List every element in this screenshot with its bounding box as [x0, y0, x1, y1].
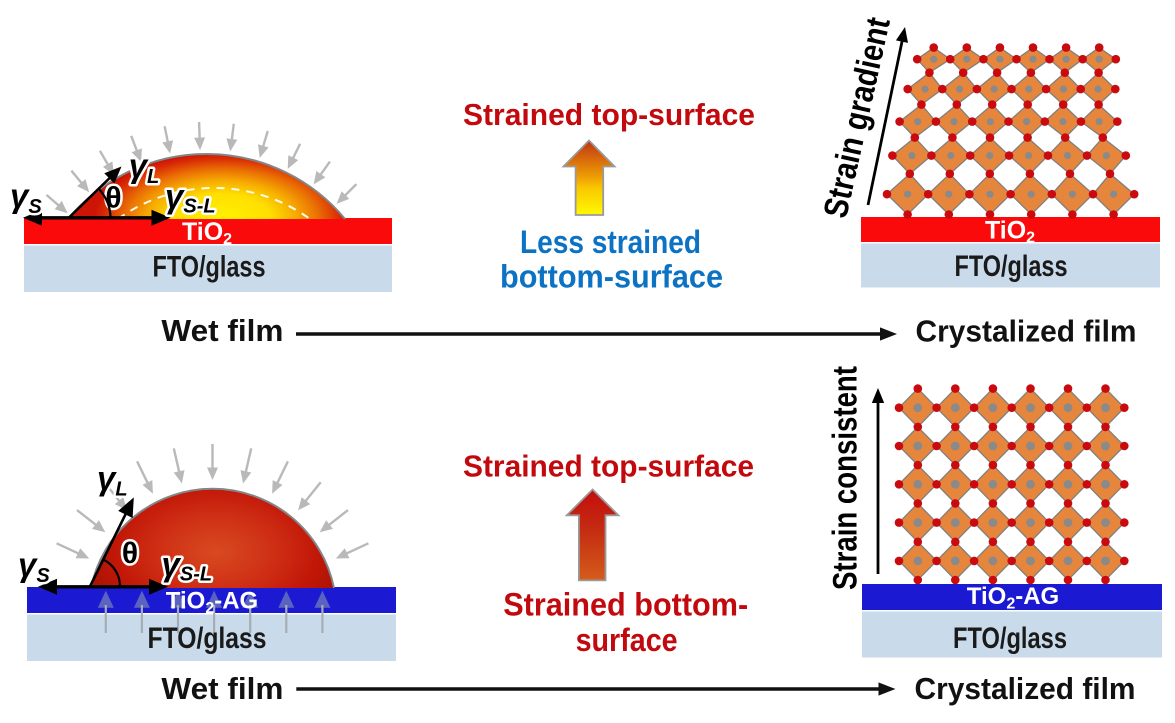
svg-text:Wet film: Wet film — [161, 671, 283, 706]
svg-text:surface: surface — [576, 622, 678, 658]
svg-text:Less strained: Less strained — [520, 224, 701, 260]
svg-text:FTO/glass: FTO/glass — [153, 251, 266, 284]
svg-text:FTO/glass: FTO/glass — [148, 622, 267, 655]
svg-text:Crystalized film: Crystalized film — [916, 314, 1137, 349]
svg-text:Strained top-surface: Strained top-surface — [463, 97, 755, 132]
svg-text:FTO/glass: FTO/glass — [953, 622, 1067, 655]
svg-text:FTO/glass: FTO/glass — [955, 250, 1068, 283]
svg-text:Strained top-surface: Strained top-surface — [463, 449, 754, 484]
svg-text:Crystalized film: Crystalized film — [915, 671, 1136, 706]
svg-text:bottom-surface: bottom-surface — [500, 259, 723, 295]
svg-text:Strained bottom-: Strained bottom- — [503, 587, 748, 623]
svg-text:γS: γS — [10, 177, 42, 218]
svg-text:θ: θ — [105, 182, 121, 215]
svg-text:θ: θ — [122, 537, 138, 570]
svg-text:Strain consistent: Strain consistent — [827, 366, 865, 590]
svg-text:Wet film: Wet film — [161, 313, 283, 348]
